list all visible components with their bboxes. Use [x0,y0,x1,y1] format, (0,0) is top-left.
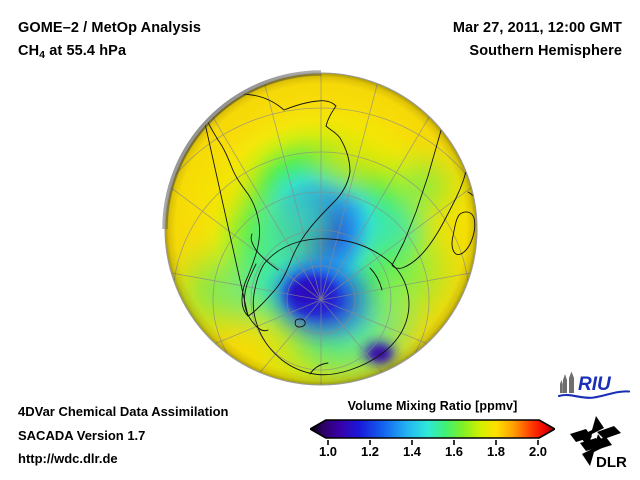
dlr-pinwheel-icon [570,416,621,466]
header-right: Mar 27, 2011, 12:00 GMT Southern Hemisph… [453,17,622,63]
coastline-australia [209,381,249,385]
hemisphere-label: Southern Hemisphere [469,43,622,59]
riu-wordmark: RIU [578,374,612,395]
colorbar-tickmarks [327,440,539,445]
globe-map [160,68,485,393]
colorbar-tick-label-5: 2.0 [528,444,548,459]
timestamp-label: Mar 27, 2011, 12:00 GMT [452,20,622,36]
variable-name: CH [18,43,40,59]
colorbar-bar [310,418,555,440]
riu-logo-svg: RIU [557,371,631,399]
page-title: GOME–2 / MetOp Analysis [18,20,202,36]
colorbar-ticks: 1.0 1.2 1.4 1.6 1.8 2.0 [310,440,555,460]
colorbar-swatch [310,419,555,439]
colorbar-tick-label-0: 1.0 [318,444,338,459]
colorbar-tick-label-1: 1.2 [360,444,380,459]
footer-line-url[interactable]: http://wdc.dlr.de [18,451,118,466]
footer-text: 4DVar Chemical Data Assimilation SACADA … [18,400,229,471]
footer-line-method: 4DVar Chemical Data Assimilation [18,404,229,419]
dlr-wordmark: DLR [596,454,627,470]
colorbar-tick-label-3: 1.6 [444,444,464,459]
variable-level-label: CH4 at 55.4 hPa [18,40,201,67]
header-left: GOME–2 / MetOp Analysis CH4 at 55.4 hPa [18,17,201,67]
globe-svg [162,70,478,386]
riu-logo: RIU [557,371,631,406]
riu-towers-icon [560,371,574,393]
footer-line-version: SACADA Version 1.7 [18,427,146,443]
variable-subscript: 4 [39,49,46,61]
globe-limb [162,70,478,386]
colorbar-svg [310,419,555,439]
colorbar-title: Volume Mixing Ratio [ppmv] [347,399,518,413]
pressure-level: at 55.4 hPa [45,43,127,59]
dlr-logo: DLR [566,412,628,475]
colorbar-tick-label-4: 1.8 [486,444,506,459]
colorbar-tick-label-2: 1.4 [402,444,422,459]
riu-swoosh-icon [557,390,631,399]
colorbar: Volume Mixing Ratio [ppmv] [310,399,555,460]
dlr-logo-svg: DLR [570,416,627,471]
